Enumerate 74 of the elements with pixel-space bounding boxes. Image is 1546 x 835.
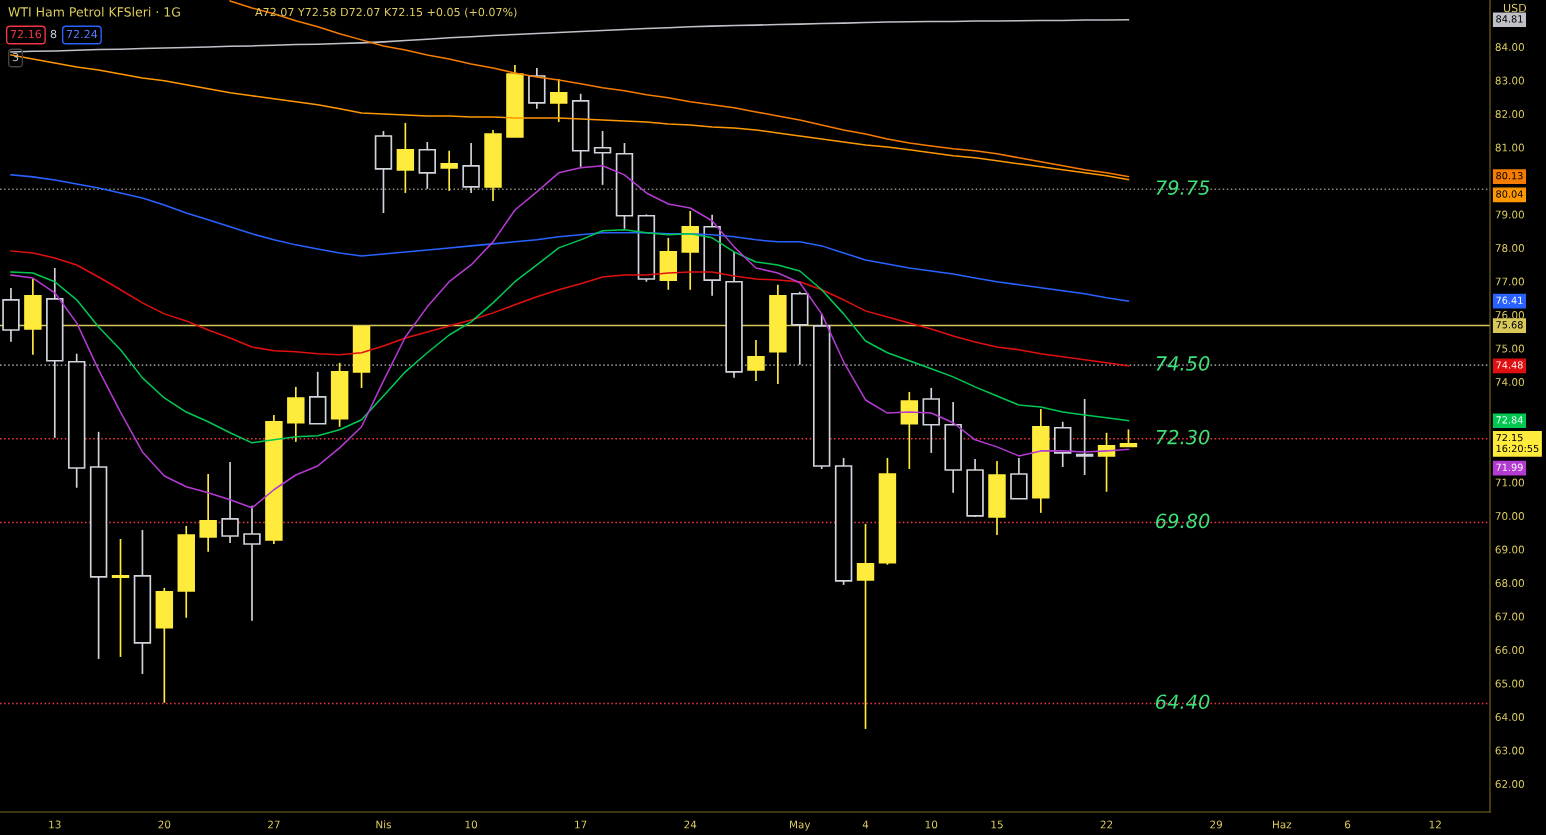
candlestick: [111, 538, 130, 658]
text: 84.81: [1496, 15, 1523, 23]
x-tick-label: 24: [684, 820, 697, 829]
y-tick-label: 65.00: [1495, 679, 1524, 688]
y-tick-label: 79.00: [1495, 210, 1524, 219]
line-series: [229, 0, 1130, 178]
y-tick-label: 75.00: [1495, 344, 1524, 353]
annotation: 72.24: [66, 29, 98, 39]
text: 76.41: [1496, 296, 1523, 304]
candlestick: [900, 391, 919, 470]
text: 74.48: [1496, 361, 1523, 369]
x-tick-label: 10: [925, 820, 938, 829]
y-tick-label: 77.00: [1495, 277, 1524, 286]
y-tick-label: 76.00: [1495, 311, 1524, 319]
y-tick-label: 83.00: [1495, 76, 1524, 85]
ref-line-label: 79.75: [1156, 180, 1210, 195]
text: 72.15 16:20:55: [1496, 433, 1539, 453]
candlestick: [747, 339, 765, 382]
ref-line-label: 74.50: [1156, 356, 1210, 371]
y-tick-label: 67.00: [1495, 612, 1524, 621]
x-tick-label: 27: [268, 820, 280, 829]
x-tick-label: Haz: [1273, 820, 1292, 829]
x-tick-label: Nis: [376, 820, 391, 829]
annotation: 72.16: [10, 29, 42, 39]
y-tick-label: 74.00: [1495, 378, 1524, 386]
x-tick-label: May: [790, 820, 811, 831]
x-tick-label: 15: [991, 820, 1003, 829]
candlestick: [462, 142, 480, 194]
ref-line-label: 69.80: [1155, 513, 1210, 529]
text: USD: [1503, 3, 1527, 13]
candlestick: [856, 523, 875, 730]
text: 72.84: [1496, 416, 1523, 424]
text: 75.68: [1496, 321, 1523, 329]
candlestick: [418, 141, 437, 190]
y-tick-label: 81.00: [1495, 143, 1524, 152]
candlestick: [550, 78, 568, 123]
candlestick: [396, 122, 415, 194]
line-series: [10, 174, 1130, 302]
annotation: 3: [12, 52, 19, 62]
y-tick-label: 68.00: [1495, 579, 1524, 587]
x-tick-label: 17: [575, 820, 587, 829]
text: 71.99: [1496, 463, 1523, 471]
candlestick: [221, 461, 239, 544]
text: 80.04: [1496, 190, 1523, 198]
y-tick-label: 64.00: [1495, 713, 1524, 721]
x-tick-label: 20: [158, 820, 171, 829]
y-tick-label: 82.00: [1495, 110, 1524, 118]
y-tick-label: 69.00: [1495, 545, 1524, 554]
y-tick-label: 84.00: [1495, 43, 1524, 51]
ref-line-label: 72.30: [1156, 429, 1210, 445]
y-tick-label: 66.00: [1495, 646, 1524, 654]
ref-line-label: 64.40: [1155, 694, 1210, 710]
x-tick-label: 6: [1344, 820, 1351, 829]
candlestick: [243, 504, 261, 622]
candlestick: [593, 130, 612, 186]
chart-title: WTI Ham Petrol KFSleri · 1G: [8, 6, 180, 17]
candlestick: [440, 149, 458, 192]
y-tick-label: 62.00: [1495, 780, 1524, 788]
annotation: 8: [50, 29, 57, 39]
x-tick-label: 12: [1429, 820, 1441, 829]
x-tick-label: 13: [49, 820, 61, 829]
x-tick-label: 4: [862, 820, 869, 829]
candlestick: [1075, 398, 1094, 476]
y-tick-label: 70.00: [1495, 512, 1524, 520]
y-tick-label: 63.00: [1495, 746, 1524, 755]
x-tick-label: 29: [1210, 820, 1222, 829]
x-tick-label: 22: [1100, 820, 1113, 829]
line-series: [10, 229, 1130, 444]
x-tick-label: 10: [465, 820, 478, 829]
y-tick-label: 78.00: [1495, 244, 1524, 252]
y-tick-label: 71.00: [1495, 478, 1524, 487]
line-series: [10, 250, 1130, 367]
text: 80.13: [1496, 172, 1523, 180]
candlestick: [199, 473, 217, 553]
